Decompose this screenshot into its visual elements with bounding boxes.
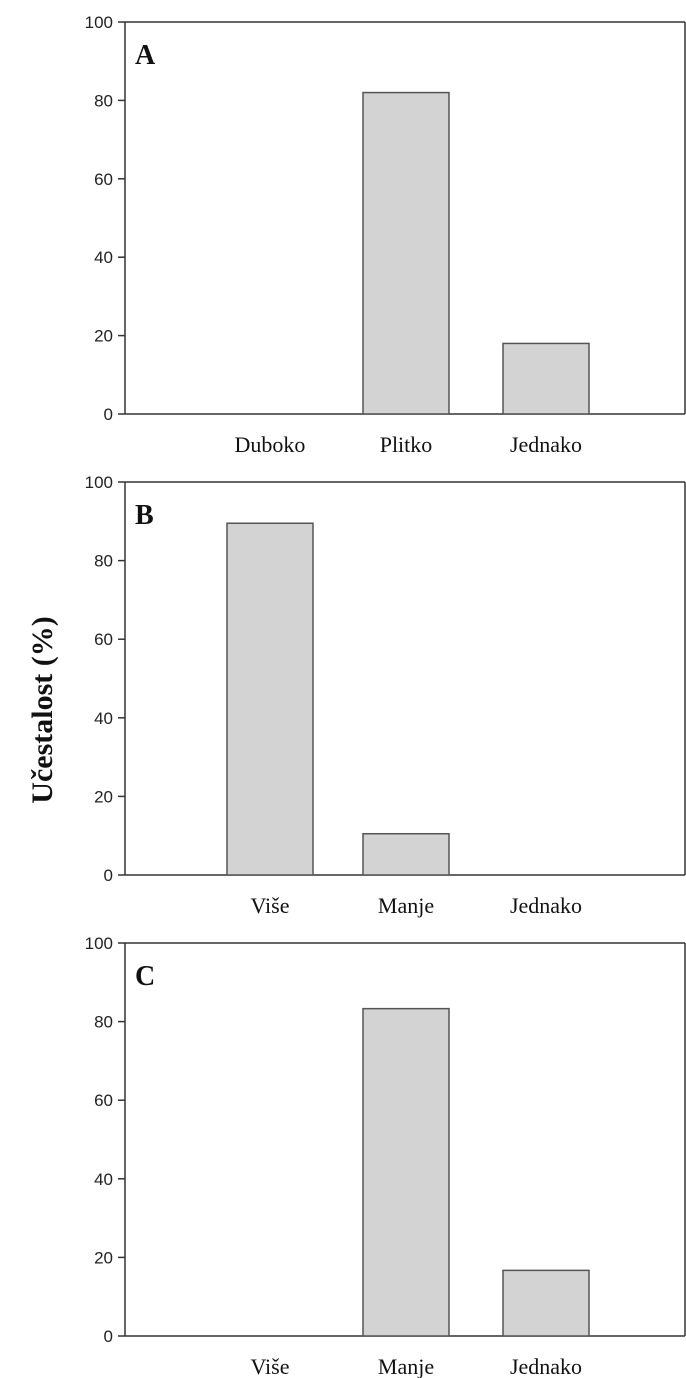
y-tick-label: 20 (94, 787, 113, 806)
bar-manje (362, 1007, 450, 1337)
bar-plitko (362, 91, 450, 415)
x-tick-label: Manje (378, 893, 434, 918)
y-tick-label: 0 (104, 1327, 113, 1346)
panel-letter: C (135, 961, 155, 992)
x-tick-label: Više (250, 893, 289, 918)
chart-panel-a: 0 20 40 60 80 100 Duboko Plitko Jednako A (85, 13, 686, 457)
x-tick-label: Više (250, 1354, 289, 1378)
x-tick-label: Jednako (510, 893, 582, 918)
x-tick-label: Duboko (235, 432, 306, 457)
y-tick-label: 100 (85, 13, 113, 32)
y-tick-label: 80 (94, 552, 113, 571)
chart-panel-b: 0 20 40 60 80 100 Više Manje Jednako B (85, 473, 686, 918)
y-tick-label: 100 (85, 473, 113, 492)
chart-panels: 0 20 40 60 80 100 Duboko Plitko Jednako A 0 20 40 60 8… (85, 13, 686, 1378)
y-tick-label: 60 (94, 1091, 113, 1110)
x-tick-label: Plitko (380, 432, 433, 457)
bar-jednako (502, 342, 590, 415)
y-axis-label: Učestalost (%) (26, 616, 59, 803)
y-tick-label: 0 (104, 866, 113, 885)
y-tick-label: 80 (94, 1013, 113, 1032)
y-tick-label: 40 (94, 709, 113, 728)
x-tick-label: Manje (378, 1354, 434, 1378)
y-tick-label: 40 (94, 248, 113, 267)
y-tick-label: 20 (94, 1248, 113, 1267)
panel-letter: A (135, 40, 156, 71)
y-tick-label: 60 (94, 170, 113, 189)
bar-manje (362, 832, 450, 876)
x-tick-label: Jednako (510, 1354, 582, 1378)
y-tick-label: 100 (85, 934, 113, 953)
x-tick-label: Jednako (510, 432, 582, 457)
chart-panel-c: 0 20 40 60 80 100 Više Manje Jednako C (85, 934, 686, 1378)
bar-jednako (502, 1269, 590, 1337)
y-tick-label: 0 (104, 405, 113, 424)
y-tick-label: 40 (94, 1170, 113, 1189)
y-tick-label: 60 (94, 630, 113, 649)
bar-više (226, 522, 314, 876)
y-tick-label: 20 (94, 327, 113, 346)
y-tick-label: 80 (94, 91, 113, 110)
panel-letter: B (135, 500, 154, 531)
